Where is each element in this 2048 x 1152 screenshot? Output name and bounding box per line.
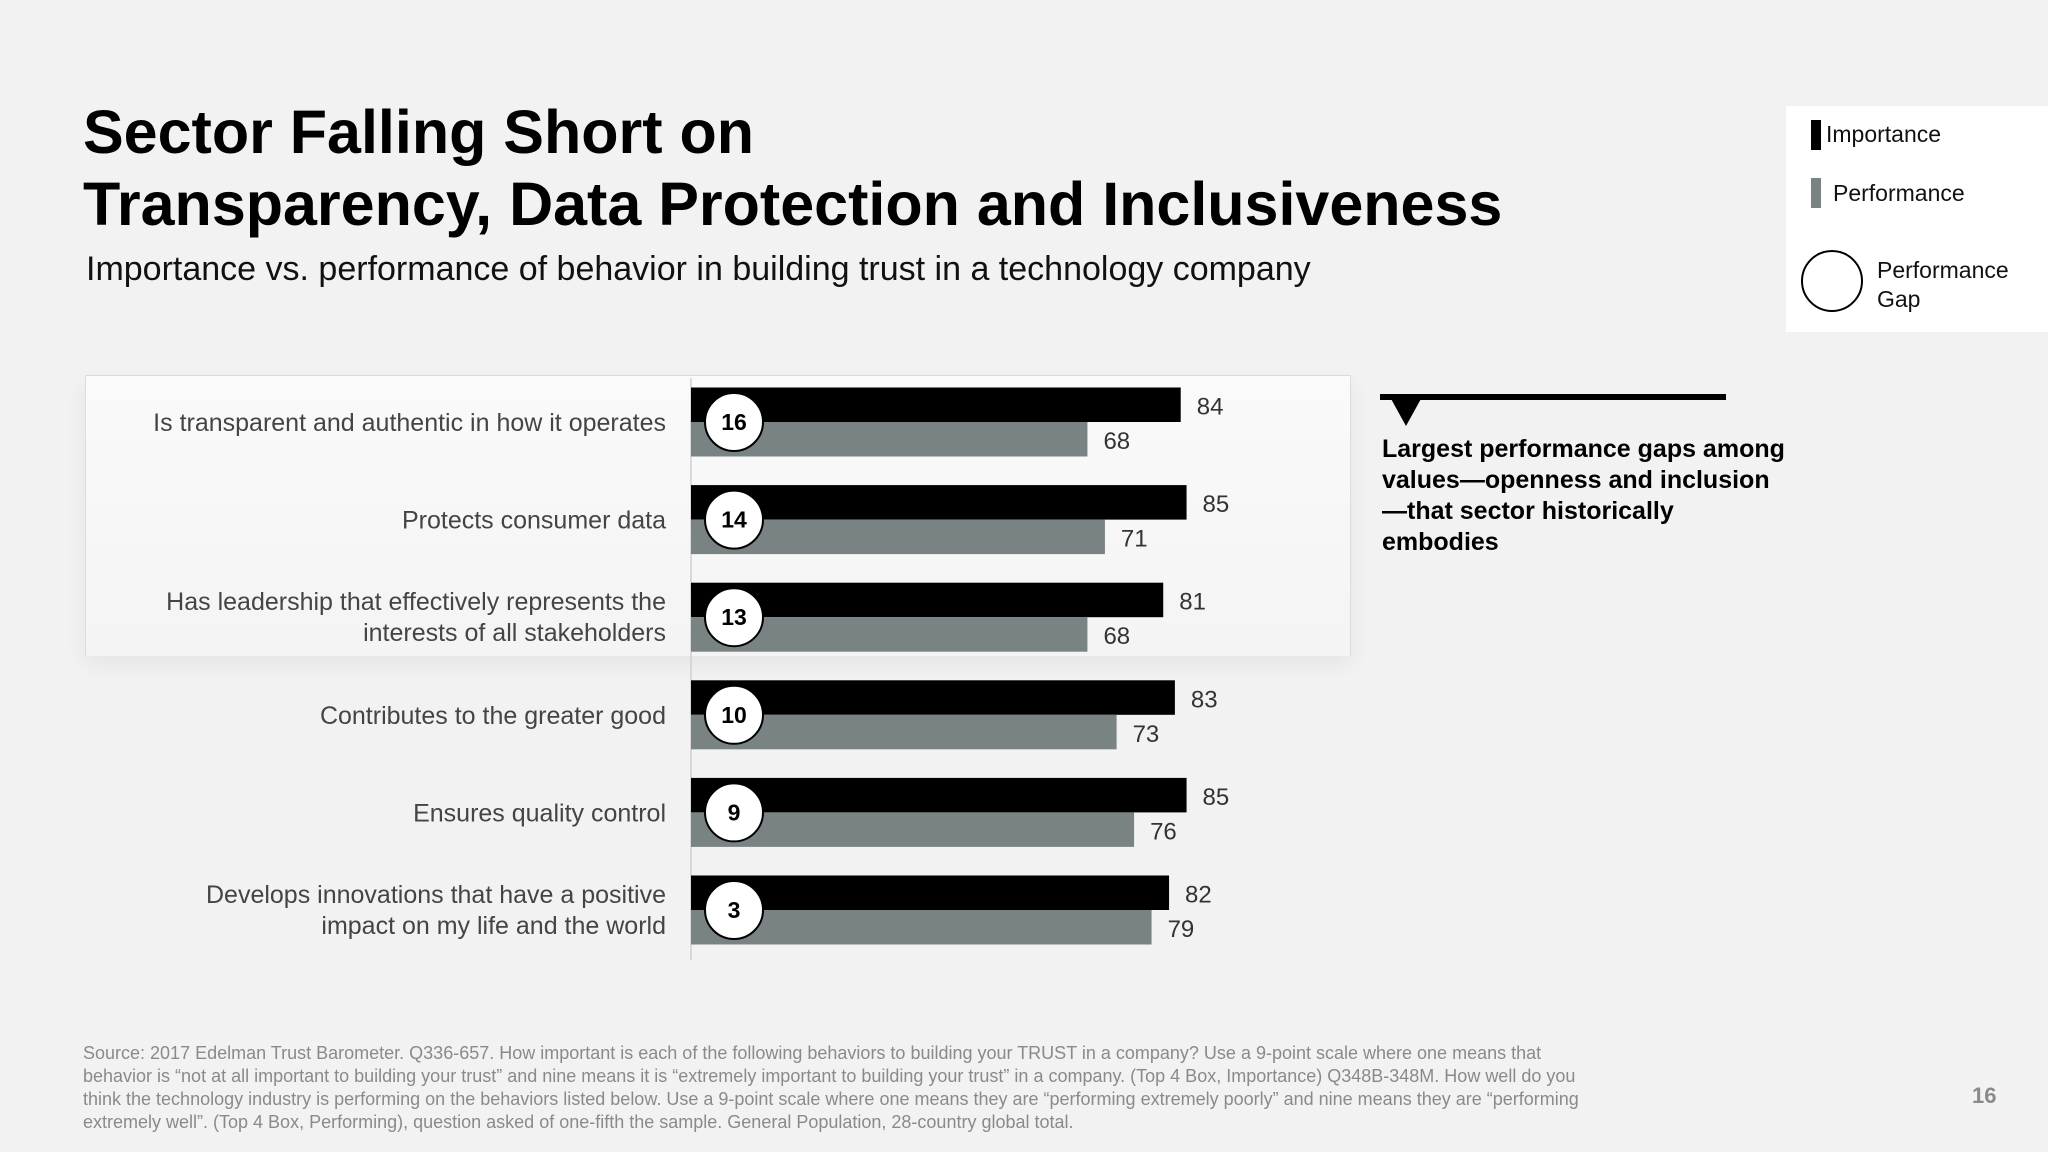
- legend-importance-swatch: [1811, 120, 1821, 150]
- performance-value-label: 79: [1168, 916, 1195, 943]
- legend-gap-label: Performance Gap: [1877, 256, 2009, 314]
- importance-bar: [691, 777, 1187, 813]
- page-number: 16: [1972, 1083, 1997, 1108]
- importance-bar: [691, 485, 1187, 520]
- performance-value-label: 76: [1150, 818, 1177, 845]
- legend-gap-circle: [1801, 250, 1863, 312]
- title-line-2: Transparency, Data Protection and Inclus…: [83, 170, 1503, 238]
- category-label: Develops innovations that have a positiv…: [206, 881, 666, 909]
- chart-legend: Importance Performance Performance Gap: [1786, 106, 2048, 332]
- gap-circle: [704, 684, 764, 745]
- callout-pointer: [1380, 394, 1726, 426]
- importance-bar: [691, 582, 1164, 618]
- gap-value-label: 3: [728, 897, 741, 923]
- legend-performance-swatch: [1811, 178, 1821, 208]
- legend-gap-line-2: Gap: [1877, 286, 1921, 312]
- gap-circle: [704, 392, 764, 452]
- gap-circle: [704, 587, 764, 648]
- importance-value-label: 85: [1203, 784, 1230, 811]
- importance-bar: [691, 387, 1181, 422]
- category-label: Is transparent and authentic in how it o…: [153, 409, 666, 437]
- legend-gap-line-1: Performance: [1877, 257, 2009, 283]
- category-label: interests of all stakeholders: [363, 619, 666, 647]
- chart-subtitle: Importance vs. performance of behavior i…: [86, 250, 1311, 288]
- callout-text: Largest performance gaps among values—op…: [1382, 435, 1785, 556]
- category-label: impact on my life and the world: [321, 912, 666, 940]
- importance-value-label: 82: [1185, 882, 1212, 909]
- performance-value-label: 68: [1103, 623, 1130, 650]
- gap-value-label: 14: [721, 507, 747, 533]
- gap-circle: [704, 880, 764, 940]
- gap-value-label: 13: [721, 604, 747, 630]
- performance-bar: [691, 812, 1135, 847]
- category-label: Protects consumer data: [402, 507, 666, 535]
- gap-circle: [704, 489, 764, 550]
- page-title: Sector Falling Short on Transparency, Da…: [83, 96, 1583, 240]
- performance-bar: [691, 910, 1152, 945]
- importance-value-label: 83: [1191, 686, 1218, 713]
- gap-circle: [704, 782, 764, 843]
- importance-value-label: 85: [1203, 491, 1230, 518]
- gap-value-label: 10: [721, 702, 747, 728]
- gap-value-label: 9: [728, 799, 741, 825]
- legend-performance-label: Performance: [1833, 180, 1965, 206]
- performance-value-label: 68: [1103, 428, 1130, 455]
- importance-bar: [691, 680, 1175, 715]
- importance-value-label: 84: [1197, 394, 1224, 421]
- importance-bar: [691, 875, 1170, 910]
- gap-value-label: 16: [721, 409, 747, 435]
- importance-value-label: 81: [1179, 589, 1206, 616]
- source-note: Source: 2017 Edelman Trust Barometer. Q3…: [83, 1043, 1579, 1132]
- title-line-1: Sector Falling Short on: [83, 98, 755, 166]
- performance-value-label: 71: [1121, 526, 1148, 553]
- legend-importance-label: Importance: [1826, 121, 1942, 147]
- category-label: Contributes to the greater good: [320, 702, 666, 730]
- category-label: Ensures quality control: [413, 799, 666, 827]
- category-label: Has leadership that effectively represen…: [166, 588, 666, 616]
- performance-value-label: 73: [1133, 721, 1160, 748]
